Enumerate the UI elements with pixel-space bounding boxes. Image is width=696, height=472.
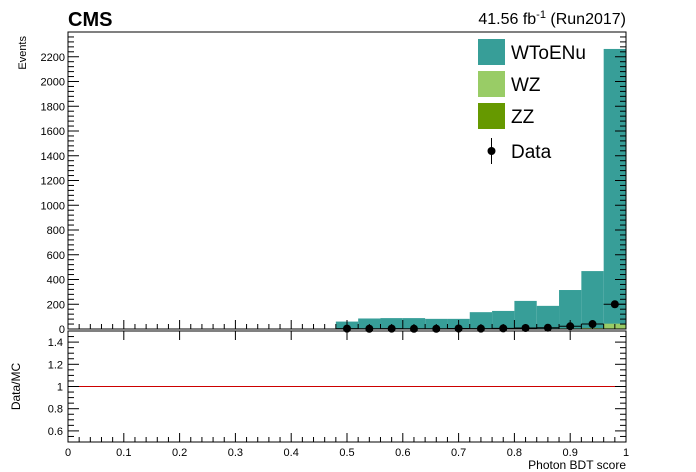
y-axis-title: Events [17, 36, 29, 70]
bar-wtoenu-6 [469, 312, 493, 329]
xtick-label-5: 0.5 [339, 447, 354, 459]
luminosity-value: 41.56 fb [478, 11, 536, 28]
bar-wtoenu-4 [425, 318, 448, 329]
axes: 0 200 400 600 800 1000 1200 1400 1600 1800 2000 220… [9, 31, 629, 472]
xtick-label-6: 0.6 [395, 447, 410, 459]
xtick-label-3: 0.3 [228, 447, 243, 459]
cms-label: CMS [68, 9, 112, 31]
xtick-label-0: 0 [65, 447, 71, 459]
legend-data-marker [487, 147, 496, 155]
luminosity-exponent: -1 [536, 9, 546, 21]
top-ytick-label-5: 1000 [41, 200, 65, 212]
ratio-ytick-label-4: 1.4 [48, 337, 63, 349]
xtick-label-1: 0.1 [116, 447, 131, 459]
legend-label-wz: WZ [511, 75, 541, 96]
top-ytick-label-9: 1800 [41, 101, 65, 113]
xtick-label-7: 0.7 [451, 447, 466, 459]
top-ytick-label-1: 200 [47, 299, 65, 311]
ratio-ytick-label-3: 1.2 [48, 359, 63, 371]
top-panel-frame [67, 31, 627, 330]
ratio-ytick-label-0: 0.6 [48, 426, 63, 438]
bar-wtoenu-8 [514, 300, 537, 329]
xtick-label-4: 0.4 [284, 447, 299, 459]
bar-wtoenu-7 [492, 310, 515, 329]
bar-wtoenu-11 [581, 271, 604, 329]
legend-label-data: Data [511, 142, 552, 163]
top-ytick-label-3: 600 [47, 250, 65, 262]
top-ytick-label-7: 1400 [41, 151, 65, 163]
data-point-12 [610, 300, 619, 309]
legend-swatch-zz [478, 103, 505, 129]
legend-label-zz: ZZ [511, 107, 535, 128]
xtick-label-8: 0.8 [507, 447, 522, 459]
top-ytick-label-11: 2200 [41, 52, 65, 64]
bar-wtoenu-2 [380, 318, 403, 329]
bar-wtoenu-1 [358, 318, 381, 329]
xtick-label-10: 1 [623, 447, 629, 459]
legend: WToENu WZ ZZ Data [478, 39, 586, 164]
top-ytick-label-2: 400 [47, 275, 65, 287]
xtick-label-9: 0.9 [563, 447, 578, 459]
bar-wtoenu-9 [536, 305, 560, 329]
top-ytick-label-10: 2000 [41, 77, 65, 89]
legend-swatch-wz [478, 71, 505, 97]
top-ytick-label-8: 1600 [41, 126, 65, 138]
x-axis-title: Photon BDT score [528, 458, 626, 472]
luminosity-label: 41.56 fb-1 (Run2017) [478, 9, 626, 28]
top-ytick-label-0: 0 [59, 324, 65, 336]
bar-wtoenu-3 [402, 318, 426, 329]
xtick-label-2: 0.2 [172, 447, 187, 459]
legend-label-wtoenu: WToENu [511, 43, 586, 64]
top-ytick-label-4: 800 [47, 225, 65, 237]
run-label: (Run2017) [546, 11, 626, 28]
legend-swatch-wtoenu [478, 39, 505, 65]
bar-wtoenu-12 [603, 48, 626, 330]
histogram-bars [335, 48, 626, 330]
top-ytick-label-6: 1200 [41, 176, 65, 188]
ratio-ytick-label-1: 0.8 [48, 404, 63, 416]
ratio-y-axis-title: Data/MC [9, 362, 23, 410]
ratio-ytick-label-2: 1 [57, 382, 63, 394]
bar-wtoenu-10 [559, 290, 582, 329]
